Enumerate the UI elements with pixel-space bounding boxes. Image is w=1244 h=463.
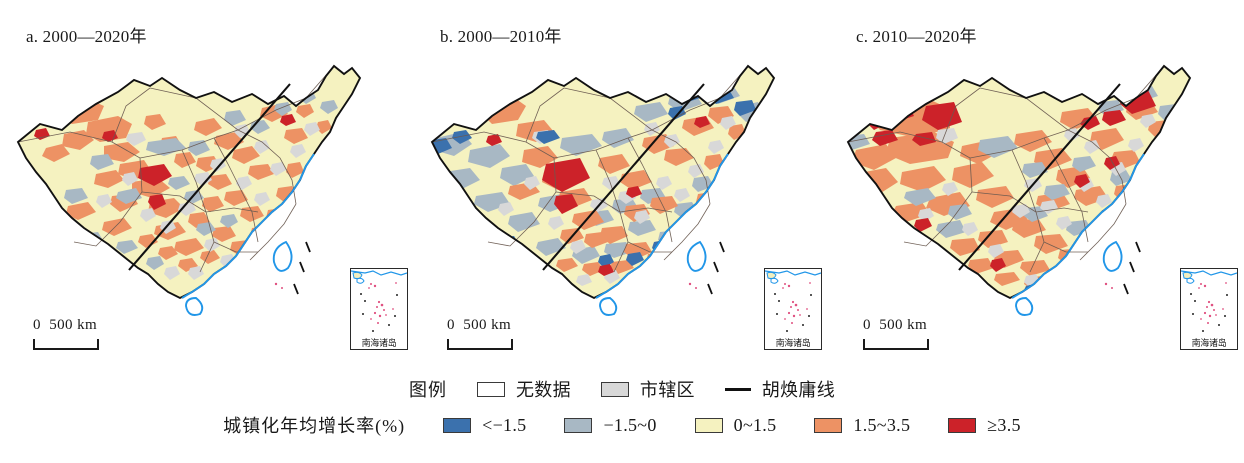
hu-huanyong-line-a <box>128 83 291 271</box>
scalebar-zero-c: 0 <box>863 317 871 333</box>
hu-line-label: 胡焕庸线 <box>761 380 835 400</box>
map-panel-c: c. 2010—2020年 <box>830 0 1244 375</box>
inset-map-svg-b <box>765 269 821 349</box>
class-swatch-red <box>948 417 977 433</box>
china-map-svg-b <box>430 64 776 316</box>
scalebar-unit-c: km <box>907 317 928 333</box>
hu-huanyong-line-c <box>958 83 1121 271</box>
hu-huanyong-line-b <box>542 83 705 271</box>
legend-row-categorical: 图例 无数据 市辖区 胡焕庸线 <box>0 372 1244 406</box>
scalebar-unit-b: km <box>491 317 512 333</box>
no-data-swatch <box>476 381 505 397</box>
legend-class-0-to-1p5[interactable]: 0~1.5 <box>694 414 777 436</box>
legend-item-hu-line[interactable]: 胡焕庸线 <box>724 376 835 402</box>
province-boundaries-b <box>431 65 749 273</box>
province-boundaries-a <box>17 65 335 273</box>
south-china-sea-inset-b[interactable]: 南海诸岛 <box>764 268 822 350</box>
municipal-district-label: 市辖区 <box>639 380 695 400</box>
scalebar-value-a: 500 <box>49 317 73 333</box>
inset-label-b: 南海诸岛 <box>765 338 821 349</box>
legend-class-lt-neg1p5[interactable]: <−1.5 <box>443 415 526 436</box>
scalebar-c: 0 500 km <box>863 317 983 363</box>
legend-value-title: 城镇化年均增长率(%) <box>223 416 406 436</box>
south-china-sea-inset-a[interactable]: 南海诸岛 <box>350 268 408 350</box>
scalebar-label-a: 0 500 km <box>33 317 153 334</box>
legend-item-municipal-district[interactable]: 市辖区 <box>600 376 695 402</box>
scalebar-zero-a: 0 <box>33 317 41 333</box>
scalebar-b: 0 500 km <box>447 317 567 363</box>
map-panel-a: a. 2000—2020年 <box>0 0 414 375</box>
class-label-0-to-1p5: 0~1.5 <box>733 414 777 435</box>
scalebar-unit-a: km <box>77 317 98 333</box>
panel-c-title: c. 2010—2020年 <box>856 27 977 46</box>
china-map-svg-c <box>846 64 1192 316</box>
scalebar-a: 0 500 km <box>33 317 153 363</box>
municipal-district-swatch <box>600 381 629 397</box>
inset-label-c: 南海诸岛 <box>1181 338 1237 349</box>
legend-item-no-data[interactable]: 无数据 <box>476 376 571 402</box>
legend-class-1p5-to-3p5[interactable]: 1.5~3.5 <box>814 415 910 436</box>
hu-line-symbol <box>724 387 751 391</box>
scalebar-label-c: 0 500 km <box>863 317 983 334</box>
class-label-ge-3p5: ≥3.5 <box>987 414 1021 435</box>
scalebar-value-b: 500 <box>463 317 487 333</box>
class-swatch-blue <box>443 417 472 433</box>
scalebar-value-c: 500 <box>879 317 903 333</box>
scs-dashed-line-c <box>1123 241 1141 295</box>
coastline-c <box>1011 153 1145 316</box>
class-label-lt-neg1p5: <−1.5 <box>482 414 527 435</box>
scs-islets-b <box>688 282 697 289</box>
legend-class-ge-3p5[interactable]: ≥3.5 <box>948 415 1021 436</box>
panel-b-map[interactable] <box>414 46 828 346</box>
panel-c-map[interactable] <box>830 46 1244 346</box>
scs-islets-a <box>274 282 283 289</box>
scalebar-bracket-a <box>33 339 99 350</box>
class-swatch-orange <box>814 417 843 433</box>
inset-map-svg-a <box>351 269 407 349</box>
scs-dashed-line-a <box>293 241 311 295</box>
class-swatch-yellow <box>694 417 723 433</box>
scalebar-zero-b: 0 <box>447 317 455 333</box>
coastline-b <box>595 153 729 316</box>
inset-map-svg-c <box>1181 269 1237 349</box>
scalebar-bracket-c <box>863 339 929 350</box>
inset-label-a: 南海诸岛 <box>351 338 407 349</box>
scalebar-bracket-b <box>447 339 513 350</box>
legend-row-classes: 城镇化年均增长率(%) <−1.5 −1.5~0 0~1.5 <box>0 406 1244 444</box>
coastline-a <box>181 153 315 316</box>
map-panel-b: b. 2000—2010年 <box>414 0 828 375</box>
legend-class-neg1p5-to-0[interactable]: −1.5~0 <box>564 415 656 436</box>
china-map-svg-a <box>16 64 362 316</box>
legend-heading: 图例 <box>408 380 447 400</box>
class-swatch-grayblue <box>564 417 593 433</box>
no-data-label: 无数据 <box>515 380 571 400</box>
south-china-sea-inset-c[interactable]: 南海诸岛 <box>1180 268 1238 350</box>
class-label-1p5-to-3p5: 1.5~3.5 <box>853 414 911 435</box>
panel-a-title: a. 2000—2020年 <box>26 27 147 46</box>
scs-islets-c <box>1104 282 1113 289</box>
panel-a-map[interactable] <box>0 46 414 346</box>
province-boundaries-c <box>847 65 1165 273</box>
class-label-neg1p5-to-0: −1.5~0 <box>603 414 657 435</box>
scalebar-label-b: 0 500 km <box>447 317 567 334</box>
scs-dashed-line-b <box>707 241 725 295</box>
map-legend: 图例 无数据 市辖区 胡焕庸线 城镇化年均增长率(%) <box>0 372 1244 463</box>
panel-b-title: b. 2000—2010年 <box>440 27 562 46</box>
